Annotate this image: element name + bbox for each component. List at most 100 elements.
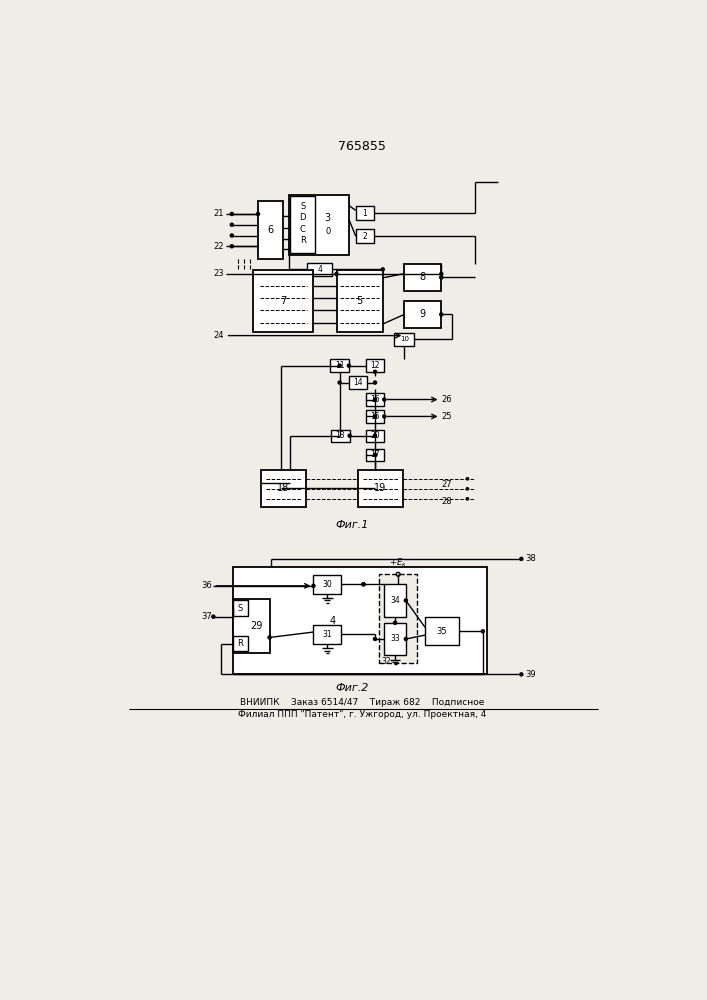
- Text: 23: 23: [214, 269, 224, 278]
- Text: 13: 13: [336, 431, 345, 440]
- Circle shape: [467, 498, 469, 500]
- Circle shape: [373, 415, 377, 418]
- Circle shape: [362, 583, 365, 586]
- Text: 33: 33: [390, 634, 400, 643]
- Text: 2: 2: [363, 232, 368, 241]
- Circle shape: [230, 223, 233, 226]
- Text: 20: 20: [370, 431, 380, 440]
- Circle shape: [404, 637, 407, 641]
- FancyBboxPatch shape: [233, 636, 248, 651]
- FancyBboxPatch shape: [349, 376, 368, 389]
- Text: 4: 4: [329, 615, 336, 626]
- Text: D: D: [299, 213, 306, 222]
- FancyBboxPatch shape: [366, 393, 385, 406]
- Text: 31: 31: [322, 630, 332, 639]
- Text: 19: 19: [374, 483, 387, 493]
- Text: 11: 11: [335, 361, 344, 370]
- Text: ВНИИПК    Заказ 6514/47    Тираж 682    Подписное: ВНИИПК Заказ 6514/47 Тираж 682 Подписное: [240, 698, 484, 707]
- Circle shape: [373, 434, 377, 437]
- Text: 9: 9: [420, 309, 426, 319]
- Text: 12: 12: [370, 361, 380, 370]
- Circle shape: [230, 245, 233, 248]
- FancyBboxPatch shape: [313, 625, 341, 644]
- Text: S: S: [300, 202, 305, 211]
- Circle shape: [373, 381, 377, 384]
- FancyBboxPatch shape: [366, 449, 385, 461]
- Circle shape: [230, 234, 233, 237]
- FancyBboxPatch shape: [261, 470, 305, 507]
- Circle shape: [373, 453, 377, 456]
- Text: 38: 38: [525, 554, 536, 563]
- FancyBboxPatch shape: [366, 430, 385, 442]
- FancyBboxPatch shape: [358, 470, 403, 507]
- FancyBboxPatch shape: [291, 196, 315, 253]
- Text: 1: 1: [363, 209, 368, 218]
- Text: 39: 39: [525, 670, 536, 679]
- FancyBboxPatch shape: [308, 263, 332, 276]
- Text: S: S: [238, 604, 243, 613]
- FancyBboxPatch shape: [233, 600, 248, 616]
- FancyBboxPatch shape: [313, 575, 341, 594]
- Text: 22: 22: [214, 242, 224, 251]
- Circle shape: [404, 599, 407, 602]
- Text: 7: 7: [280, 296, 286, 306]
- Circle shape: [520, 673, 523, 676]
- FancyBboxPatch shape: [330, 359, 349, 372]
- FancyBboxPatch shape: [425, 617, 459, 645]
- Text: 26: 26: [441, 395, 452, 404]
- Text: 0: 0: [325, 227, 330, 236]
- Circle shape: [467, 488, 469, 490]
- Text: 21: 21: [214, 209, 224, 218]
- FancyBboxPatch shape: [288, 195, 349, 255]
- Text: 4: 4: [317, 265, 322, 274]
- FancyBboxPatch shape: [404, 301, 441, 328]
- Circle shape: [230, 212, 233, 215]
- FancyBboxPatch shape: [331, 430, 350, 442]
- FancyBboxPatch shape: [233, 599, 269, 653]
- Circle shape: [268, 636, 271, 639]
- Circle shape: [373, 637, 377, 641]
- FancyBboxPatch shape: [356, 229, 374, 243]
- Circle shape: [382, 415, 386, 418]
- FancyBboxPatch shape: [404, 264, 441, 291]
- Text: 28: 28: [441, 497, 452, 506]
- Circle shape: [312, 584, 315, 587]
- FancyBboxPatch shape: [379, 574, 417, 663]
- Text: 17: 17: [370, 450, 380, 459]
- Text: Фиг.1: Фиг.1: [335, 520, 368, 530]
- Circle shape: [338, 381, 341, 384]
- Circle shape: [373, 370, 377, 373]
- Circle shape: [257, 212, 259, 215]
- Circle shape: [481, 630, 484, 633]
- Circle shape: [440, 272, 443, 276]
- Text: 6: 6: [267, 225, 274, 235]
- FancyBboxPatch shape: [258, 201, 283, 259]
- Text: C: C: [300, 225, 305, 234]
- FancyBboxPatch shape: [366, 410, 385, 423]
- FancyBboxPatch shape: [366, 359, 385, 372]
- Circle shape: [440, 276, 443, 279]
- Text: 24: 24: [214, 331, 224, 340]
- Text: Филиал ППП "Патент", г. Ужгород, ул. Проектная, 4: Филиал ППП "Патент", г. Ужгород, ул. Про…: [238, 710, 486, 719]
- Text: 5: 5: [356, 296, 363, 306]
- Text: $+E_{\kappa}$: $+E_{\kappa}$: [390, 556, 407, 569]
- Text: 16: 16: [370, 395, 380, 404]
- Circle shape: [382, 398, 386, 401]
- Circle shape: [394, 621, 397, 624]
- FancyBboxPatch shape: [356, 206, 374, 220]
- Circle shape: [338, 364, 341, 367]
- Circle shape: [212, 615, 215, 618]
- Circle shape: [396, 572, 400, 576]
- Text: 34: 34: [390, 596, 400, 605]
- Text: 35: 35: [437, 627, 448, 636]
- FancyBboxPatch shape: [395, 333, 414, 346]
- Text: R: R: [300, 236, 305, 245]
- Circle shape: [362, 583, 365, 586]
- Text: 29: 29: [250, 621, 263, 631]
- Text: 14: 14: [354, 378, 363, 387]
- Text: 10: 10: [399, 336, 409, 342]
- Text: 32: 32: [381, 657, 391, 666]
- Text: Фиг.2: Фиг.2: [335, 683, 368, 693]
- Circle shape: [373, 398, 377, 401]
- FancyBboxPatch shape: [385, 623, 406, 655]
